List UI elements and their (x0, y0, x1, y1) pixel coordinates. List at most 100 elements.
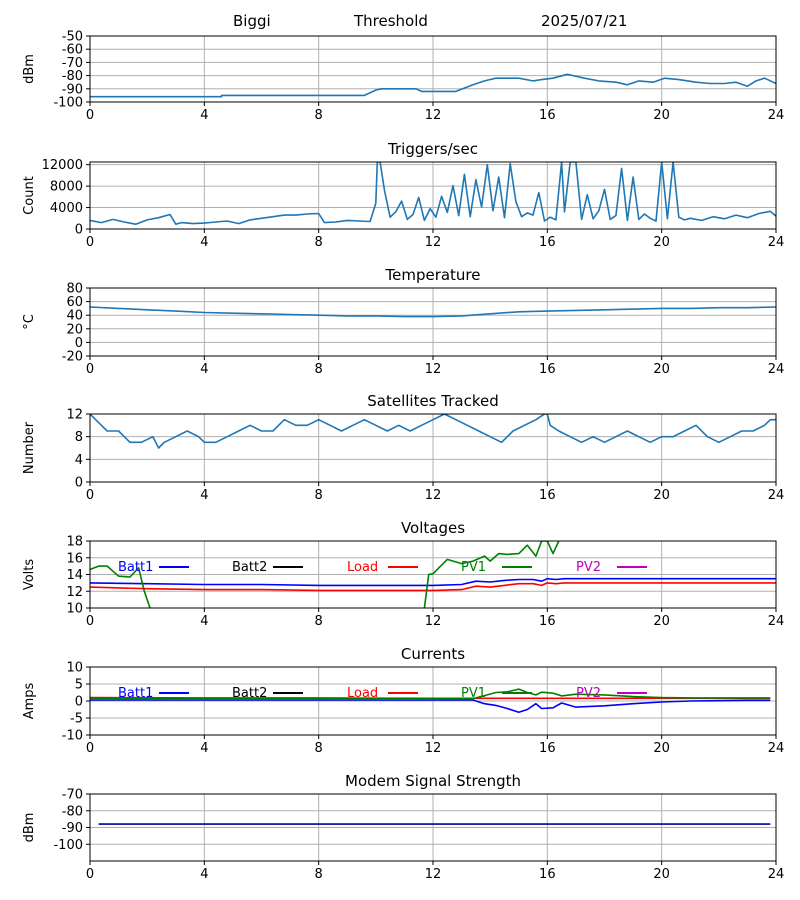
chart-title: Currents (401, 645, 465, 663)
y-tick-label: 14 (66, 568, 83, 583)
y-tick-label: 40 (66, 309, 83, 324)
x-tick-label: 0 (86, 235, 94, 250)
x-tick-label: 20 (653, 362, 670, 377)
y-tick-label: -20 (62, 350, 83, 365)
x-tick-label: 20 (653, 741, 670, 756)
x-tick-label: 16 (539, 867, 556, 882)
y-tick-label: -70 (62, 56, 83, 71)
chart-panel-2: 0 4 8 12 16 20 24 0 4000 8000 12000 Triggers/sec Cou… (22, 140, 784, 250)
chart-title: Temperature (384, 266, 480, 284)
chart-panel-1: 0 4 8 12 16 20 24 -100-90-80-70-60-50 dBm (22, 30, 784, 124)
x-tick-label: 24 (768, 235, 785, 250)
x-tick-label: 16 (539, 614, 556, 629)
y-tick-label: 8 (75, 430, 83, 445)
x-tick-label: 16 (539, 235, 556, 250)
y-tick-label: 60 (66, 295, 83, 310)
mode-label: Threshold (354, 12, 428, 30)
y-tick-label: 80 (66, 282, 83, 297)
x-tick-label: 8 (315, 867, 323, 882)
y-tick-label: 5 (75, 678, 83, 693)
x-tick-label: 16 (539, 108, 556, 123)
x-tick-label: 24 (768, 108, 785, 123)
x-tick-label: 4 (200, 867, 208, 882)
series-line-load (90, 582, 776, 592)
x-tick-label: 12 (425, 614, 442, 629)
y-tick-label: 16 (66, 551, 83, 566)
series-line (90, 414, 776, 449)
y-tick-label: 0 (75, 695, 83, 710)
y-tick-label: -80 (62, 69, 83, 84)
x-tick-label: 24 (768, 488, 785, 503)
chart-title: Triggers/sec (387, 140, 478, 158)
y-tick-label: 12 (66, 585, 83, 600)
chart-panel-4: 0 4 8 12 16 20 24 0 4 8 12 Satellites Tracked Number (22, 392, 784, 503)
y-axis-label: dBm (22, 54, 37, 84)
series-line-batt1 (90, 699, 771, 714)
x-tick-label: 8 (315, 488, 323, 503)
station-name: Biggi (233, 12, 271, 30)
y-tick-label: 0 (75, 476, 83, 491)
x-tick-label: 0 (86, 741, 94, 756)
y-axis-label: Amps (22, 682, 37, 719)
y-axis-label: Count (22, 176, 37, 215)
series-line (90, 162, 776, 225)
x-tick-label: 24 (768, 741, 785, 756)
y-axis-label: Volts (22, 559, 37, 591)
legend-label-load: Load (347, 560, 378, 575)
chart-title: Modem Signal Strength (345, 772, 521, 790)
x-tick-label: 4 (200, 362, 208, 377)
x-tick-label: 8 (315, 108, 323, 123)
y-tick-label: 10 (66, 602, 83, 617)
series-line (90, 73, 776, 98)
legend-label-pv1: PV1 (461, 686, 486, 701)
y-tick-label: -90 (62, 821, 83, 836)
x-tick-label: 24 (768, 362, 785, 377)
x-tick-label: 16 (539, 741, 556, 756)
y-tick-label: -10 (62, 729, 83, 744)
x-tick-label: 20 (653, 488, 670, 503)
x-tick-label: 4 (200, 488, 208, 503)
legend-label-load: Load (347, 686, 378, 701)
x-tick-label: 20 (653, 108, 670, 123)
series-line-pv1 (90, 565, 151, 608)
y-tick-label: -60 (62, 43, 83, 58)
legend-label-batt1: Batt1 (118, 686, 153, 701)
x-tick-label: 12 (425, 741, 442, 756)
y-tick-label: -70 (62, 788, 83, 803)
x-tick-label: 8 (315, 614, 323, 629)
series-group (90, 541, 776, 608)
y-axis-label: Number (22, 421, 37, 474)
x-tick-label: 0 (86, 614, 94, 629)
x-tick-label: 24 (768, 867, 785, 882)
x-tick-label: 12 (425, 867, 442, 882)
legend-label-batt1: Batt1 (118, 560, 153, 575)
y-tick-label: 0 (75, 223, 83, 238)
x-tick-label: 16 (539, 488, 556, 503)
x-tick-label: 4 (200, 614, 208, 629)
legend-label-pv1: PV1 (461, 560, 486, 575)
series-group (90, 414, 776, 449)
y-tick-label: -100 (53, 96, 83, 111)
series-line-batt1 (90, 577, 776, 587)
x-tick-label: 4 (200, 108, 208, 123)
x-tick-label: 8 (315, 362, 323, 377)
y-tick-label: -5 (70, 712, 83, 727)
x-tick-label: 0 (86, 362, 94, 377)
x-tick-label: 8 (315, 741, 323, 756)
series-line-pv1 (423, 541, 560, 608)
y-tick-label: 4000 (50, 201, 83, 216)
series-group (90, 73, 776, 98)
legend-label-batt2: Batt2 (232, 686, 267, 701)
x-tick-label: 0 (86, 108, 94, 123)
x-tick-label: 0 (86, 867, 94, 882)
y-tick-label: 12000 (42, 158, 83, 173)
y-tick-label: -80 (62, 804, 83, 819)
legend-label-batt2: Batt2 (232, 560, 267, 575)
y-axis-label: dBm (22, 813, 37, 843)
series-group (90, 162, 776, 225)
chart-title: Satellites Tracked (367, 392, 498, 410)
x-tick-label: 12 (425, 235, 442, 250)
